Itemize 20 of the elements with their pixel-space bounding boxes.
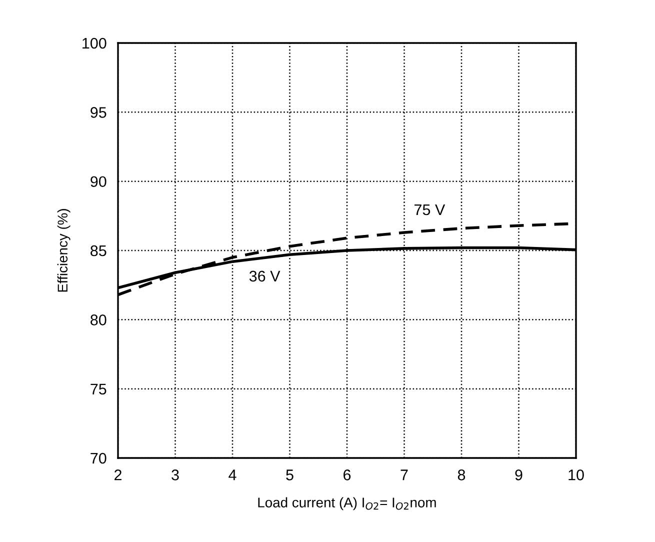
x-tick-label: 6: [344, 470, 351, 480]
x-tick-label: 10: [568, 470, 584, 480]
x-tick-label: 8: [458, 470, 466, 480]
x-tick-label: 5: [286, 470, 294, 480]
y-tick-label: 75: [90, 384, 106, 395]
x-tick-label: 3: [172, 470, 179, 480]
y-tick-label: 85: [90, 245, 106, 256]
y-tick-label: 100: [82, 38, 106, 49]
y-tick-label: 70: [90, 452, 106, 464]
y-tick-label: 80: [90, 314, 106, 326]
x-tick-label: 2: [114, 470, 122, 480]
x-axis-title: Load current (A) I$_{O2}$= I$_{O2}$nom: [258, 497, 436, 510]
x-tick-label: 9: [515, 470, 522, 480]
x-tick-label: 7: [400, 470, 408, 480]
x-tick-label: 4: [228, 470, 236, 480]
annotation: 75 V: [414, 204, 446, 216]
annotation: 36 V: [249, 270, 280, 282]
y-tick-label: 90: [90, 176, 106, 188]
y-axis-title: Efficiency (%): [57, 209, 70, 292]
y-tick-label: 95: [90, 107, 106, 118]
